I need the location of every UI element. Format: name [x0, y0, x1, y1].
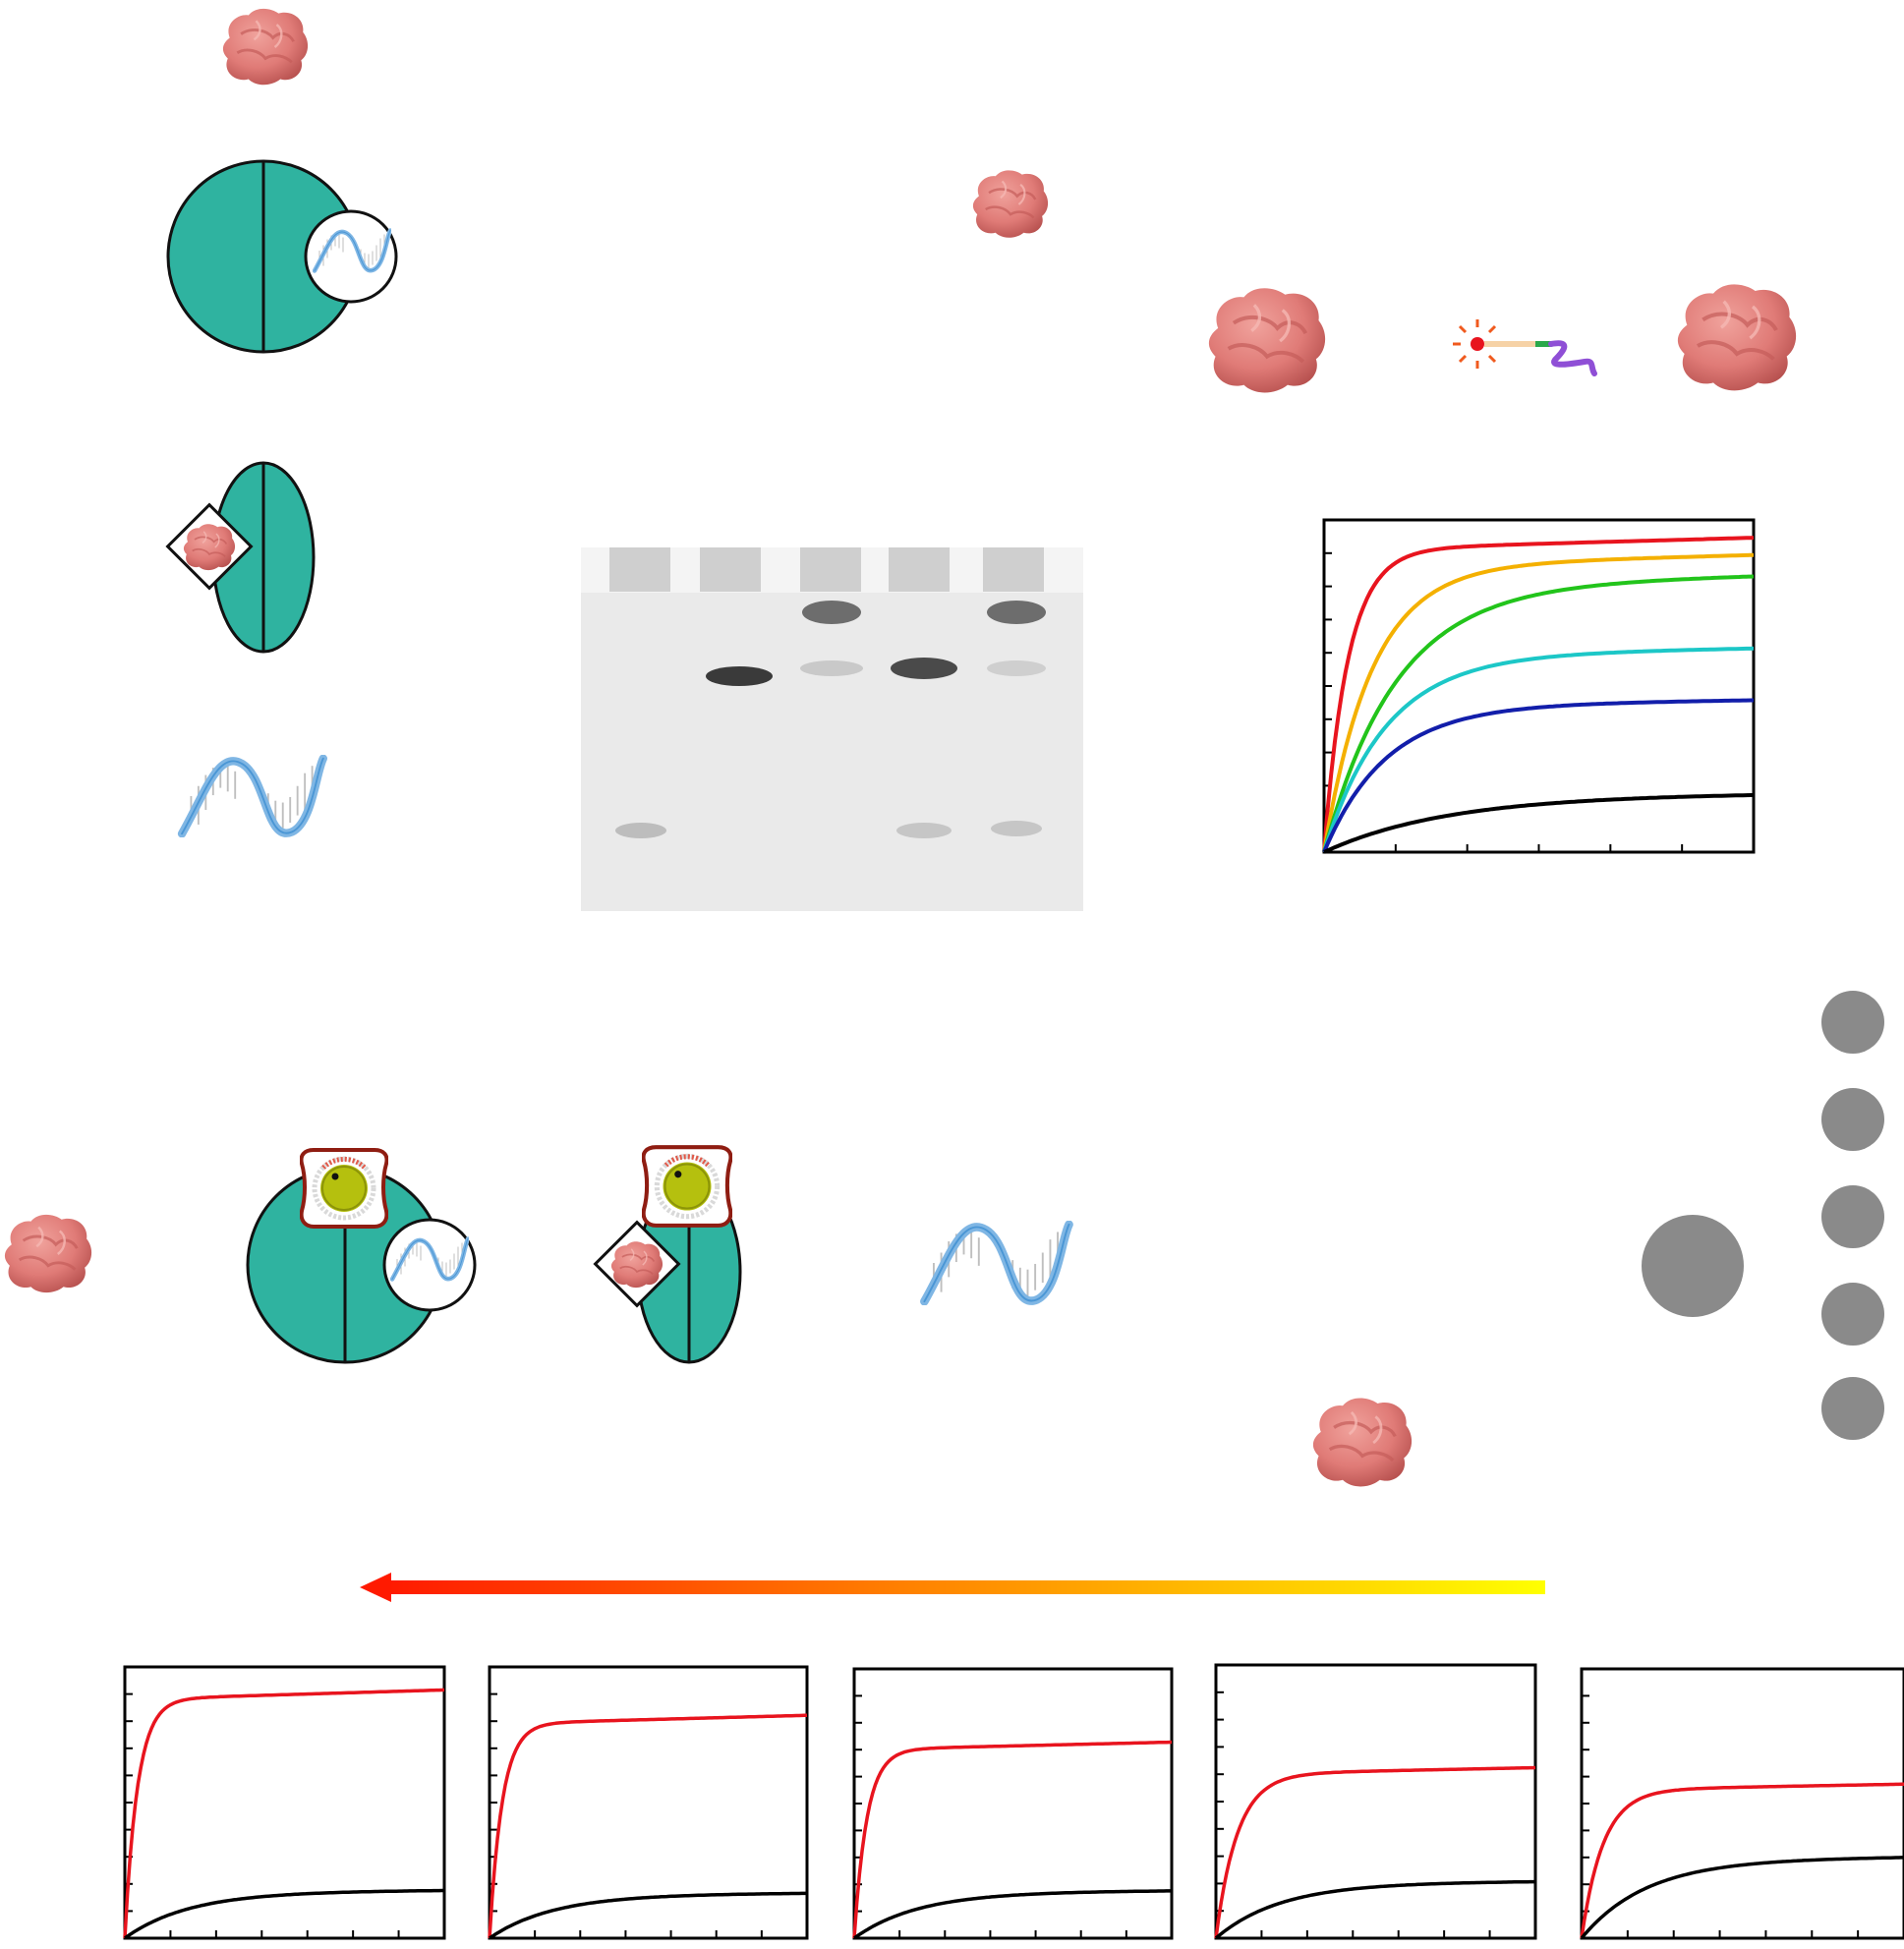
protein-icon: [610, 1240, 664, 1289]
series-line: [852, 1740, 1173, 1939]
dial-sensor-open-state: [246, 1150, 477, 1364]
series-line: [1580, 1782, 1904, 1939]
kinetics-chart-5: [1580, 1667, 1904, 1940]
dna-helix-icon: [924, 1225, 1068, 1301]
series-line: [852, 1889, 1172, 1940]
series-line: [1322, 698, 1754, 853]
gray-circle-large: [1642, 1215, 1744, 1317]
gel-image: [581, 547, 1083, 911]
series-line: [1322, 552, 1755, 853]
gray-dot: [1821, 1185, 1884, 1248]
series-line: [123, 1688, 445, 1939]
series-line: [1322, 646, 1755, 853]
series-line: [1580, 1856, 1904, 1940]
kinetics-chart-1: [123, 1665, 446, 1940]
protein-icon: [3, 1213, 93, 1294]
kinetics-chart-2: [488, 1665, 809, 1940]
protein-icon: [1311, 1396, 1414, 1489]
top-left-scheme: [165, 7, 398, 834]
fluorophore-probe-icon: [1453, 319, 1597, 376]
dial-knob-icon: [302, 1150, 387, 1227]
plot-frame: [852, 1667, 1174, 1940]
plot-frame: [1214, 1663, 1537, 1940]
kinetics-chart-4: [1214, 1663, 1537, 1940]
series-line: [1214, 1879, 1535, 1940]
gradient-arrow: [360, 1573, 1545, 1602]
protein-icon: [183, 523, 236, 571]
series-line: [1322, 574, 1755, 853]
top-right-scheme: [1209, 284, 1796, 392]
series-line: [123, 1888, 444, 1940]
series-line: [1323, 793, 1754, 854]
protein-icon: [1209, 288, 1325, 392]
gray-dot: [1821, 1088, 1884, 1151]
protein-icon: [971, 169, 1050, 240]
series-line: [489, 1891, 807, 1940]
gel-bands: [615, 601, 1046, 838]
protein-icon: [221, 7, 310, 86]
dna-bound-pocket: [304, 209, 398, 304]
series-line: [488, 1713, 808, 1939]
dial-knob-icon: [644, 1147, 731, 1226]
protein-icon: [1678, 284, 1796, 390]
gray-dot: [1821, 1377, 1884, 1440]
dna-bound-pocket: [382, 1218, 477, 1312]
gray-dot: [1821, 991, 1884, 1054]
series-line: [1322, 536, 1755, 853]
dna-helix-icon: [182, 759, 323, 834]
kinetics-chart-3: [852, 1667, 1174, 1940]
gray-dot: [1821, 1283, 1884, 1346]
series-line: [1214, 1765, 1536, 1939]
sensor-open-state: [166, 159, 398, 354]
middle-scheme: [3, 991, 1884, 1489]
gray-dot-column: [1821, 991, 1884, 1440]
binding-kinetics-chart: [1322, 518, 1756, 854]
gel-wells: [609, 547, 1044, 592]
dial-sensor-closed-state: [593, 1147, 742, 1364]
sensor-closed-state: [165, 461, 316, 654]
plot-frame: [123, 1665, 446, 1940]
